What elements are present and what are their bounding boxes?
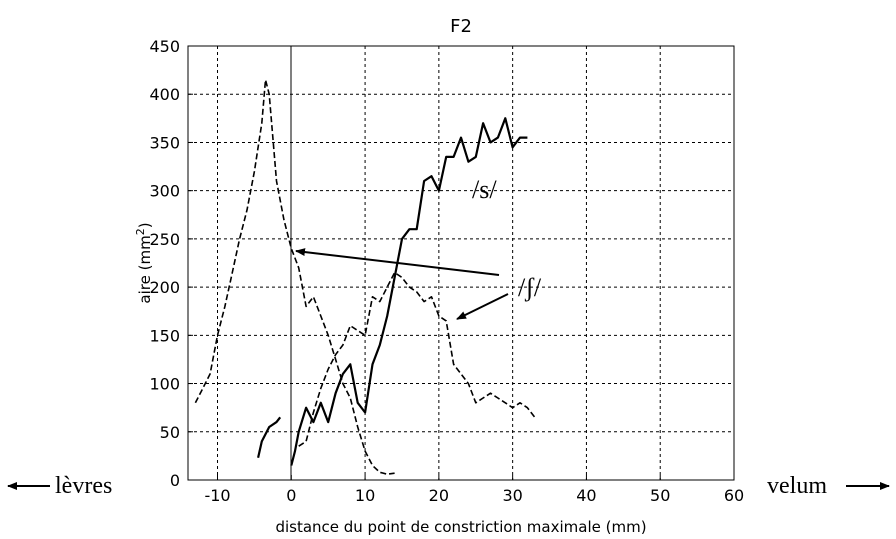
plot-frame: [187, 45, 735, 481]
sh-arrow-right: [456, 293, 509, 320]
y-axis-label: aire (mm2): [134, 222, 154, 303]
x-tick-label: 50: [650, 486, 670, 505]
y-tick-label: 200: [149, 278, 180, 297]
y-tick-label: 400: [149, 85, 180, 104]
s-annotation: /s/: [472, 175, 497, 204]
y-tick-label: 450: [149, 37, 180, 56]
velum-label: velum: [767, 473, 827, 499]
x-tick-label: -10: [204, 486, 230, 505]
x-tick-label: 60: [724, 486, 744, 505]
y-axis-label-main: aire (mm: [136, 235, 154, 303]
x-tick-label: 30: [502, 486, 522, 505]
sh-arrow-left: [295, 248, 500, 276]
y-tick-label: 300: [149, 182, 180, 201]
x-axis-label: distance du point de constriction maxima…: [275, 518, 646, 536]
y-tick-label: 0: [170, 471, 180, 490]
x-tick-label: 0: [286, 486, 296, 505]
series-s-line: [290, 117, 528, 466]
y-tick-label: 50: [160, 423, 180, 442]
y-tick-label: 350: [149, 133, 180, 152]
y-axis-label-close: ): [136, 222, 154, 228]
x-tick-label: 10: [355, 486, 375, 505]
tick-labels: -10 0 10 20 30 40 50 60 0 50 100 150 200 250 300 350 400…: [149, 37, 744, 505]
x-tick-label: 40: [576, 486, 596, 505]
series-sh-line: [298, 271, 536, 447]
series-sh-line: [194, 79, 395, 476]
grid: [188, 45, 735, 481]
sh-annotation: /ʃ/: [518, 273, 542, 302]
levres-label: lèvres: [55, 473, 112, 499]
y-tick-label: 150: [149, 326, 180, 345]
chart-title: F2: [450, 16, 472, 37]
y-axis-label-superscript: 2: [134, 228, 147, 235]
x-tick-label: 20: [429, 486, 449, 505]
y-tick-label: 100: [149, 375, 180, 394]
series-layer: [194, 79, 536, 476]
series-s-line: [257, 416, 282, 459]
y-tick-label: 250: [149, 230, 180, 249]
